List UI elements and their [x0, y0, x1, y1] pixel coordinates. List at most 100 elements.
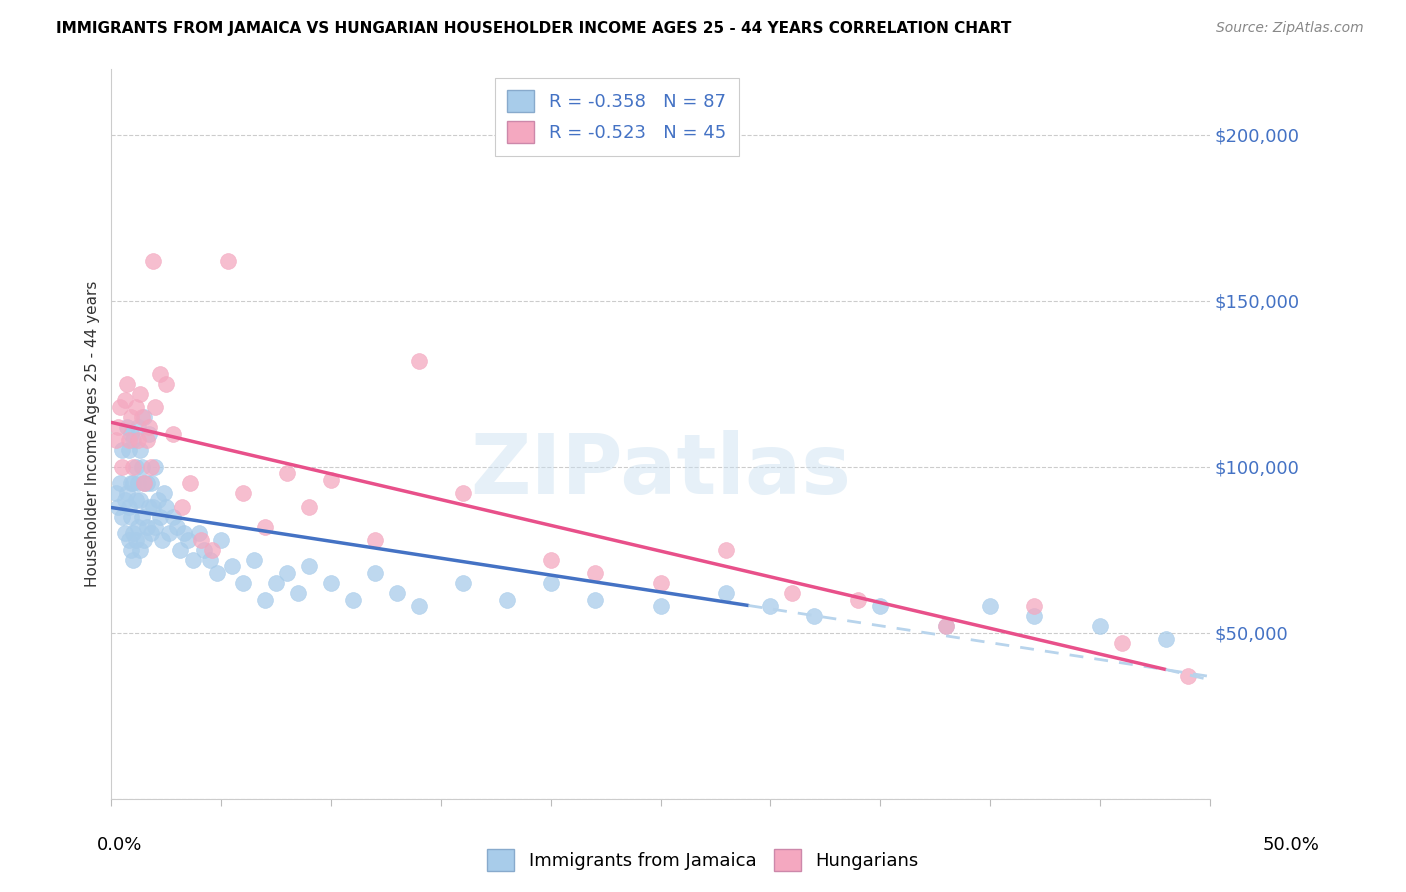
Point [364, 533, 387, 547]
Point [108, 476, 131, 491]
Point [131, 459, 153, 474]
Point [131, 509, 153, 524]
Point [127, 476, 149, 491]
Point [143, 519, 166, 533]
Point [298, 500, 321, 514]
Point [111, 509, 134, 524]
Point [190, 533, 212, 547]
Point [118, 500, 141, 514]
Point [583, 592, 606, 607]
Point [408, 599, 430, 614]
Legend: Immigrants from Jamaica, Hungarians: Immigrants from Jamaica, Hungarians [479, 842, 927, 879]
Point [134, 476, 156, 491]
Point [124, 533, 146, 547]
Point [111, 459, 134, 474]
Point [104, 434, 127, 448]
Point [181, 552, 204, 566]
Point [131, 410, 153, 425]
Point [979, 599, 1001, 614]
Point [114, 526, 136, 541]
Point [120, 426, 142, 441]
Y-axis label: Householder Income Ages 25 - 44 years: Householder Income Ages 25 - 44 years [86, 280, 100, 587]
Point [319, 576, 342, 591]
Point [108, 400, 131, 414]
Text: ZIPatlas: ZIPatlas [470, 430, 851, 510]
Point [114, 493, 136, 508]
Point [139, 476, 162, 491]
Point [114, 393, 136, 408]
Point [149, 367, 172, 381]
Point [129, 542, 152, 557]
Point [129, 493, 152, 508]
Text: Source: ZipAtlas.com: Source: ZipAtlas.com [1216, 21, 1364, 35]
Text: 50.0%: 50.0% [1263, 836, 1319, 854]
Point [118, 443, 141, 458]
Point [135, 476, 157, 491]
Point [120, 476, 142, 491]
Point [127, 519, 149, 533]
Point [124, 400, 146, 414]
Point [115, 420, 138, 434]
Point [364, 566, 387, 580]
Point [120, 542, 142, 557]
Point [122, 434, 145, 448]
Point [127, 434, 149, 448]
Point [254, 519, 277, 533]
Point [162, 509, 184, 524]
Point [193, 542, 215, 557]
Point [166, 519, 188, 533]
Point [716, 586, 738, 600]
Point [1022, 609, 1045, 624]
Point [111, 443, 134, 458]
Point [869, 599, 891, 614]
Point [716, 542, 738, 557]
Point [1022, 599, 1045, 614]
Point [150, 533, 173, 547]
Point [134, 533, 156, 547]
Point [134, 410, 156, 425]
Point [408, 353, 430, 368]
Point [221, 559, 243, 574]
Point [298, 559, 321, 574]
Point [134, 476, 156, 491]
Point [139, 526, 162, 541]
Point [138, 426, 160, 441]
Point [650, 599, 672, 614]
Point [232, 576, 254, 591]
Point [650, 576, 672, 591]
Point [173, 526, 195, 541]
Point [155, 500, 177, 514]
Point [120, 509, 142, 524]
Point [170, 500, 193, 514]
Point [217, 254, 239, 268]
Point [107, 500, 129, 514]
Point [118, 533, 141, 547]
Point [138, 420, 160, 434]
Point [1111, 636, 1133, 650]
Text: 0.0%: 0.0% [97, 836, 142, 854]
Point [254, 592, 277, 607]
Point [188, 526, 211, 541]
Point [127, 420, 149, 434]
Point [115, 376, 138, 391]
Point [205, 566, 228, 580]
Point [169, 542, 191, 557]
Point [107, 420, 129, 434]
Legend: R = -0.358   N = 87, R = -0.523   N = 45: R = -0.358 N = 87, R = -0.523 N = 45 [495, 78, 738, 156]
Point [118, 434, 141, 448]
Point [177, 533, 200, 547]
Point [385, 586, 408, 600]
Point [342, 592, 364, 607]
Point [115, 486, 138, 500]
Point [846, 592, 869, 607]
Point [1088, 619, 1111, 633]
Point [319, 473, 342, 487]
Point [201, 542, 224, 557]
Point [153, 486, 176, 500]
Point [935, 619, 957, 633]
Point [122, 526, 145, 541]
Point [124, 493, 146, 508]
Point [583, 566, 606, 580]
Point [451, 486, 474, 500]
Point [129, 443, 152, 458]
